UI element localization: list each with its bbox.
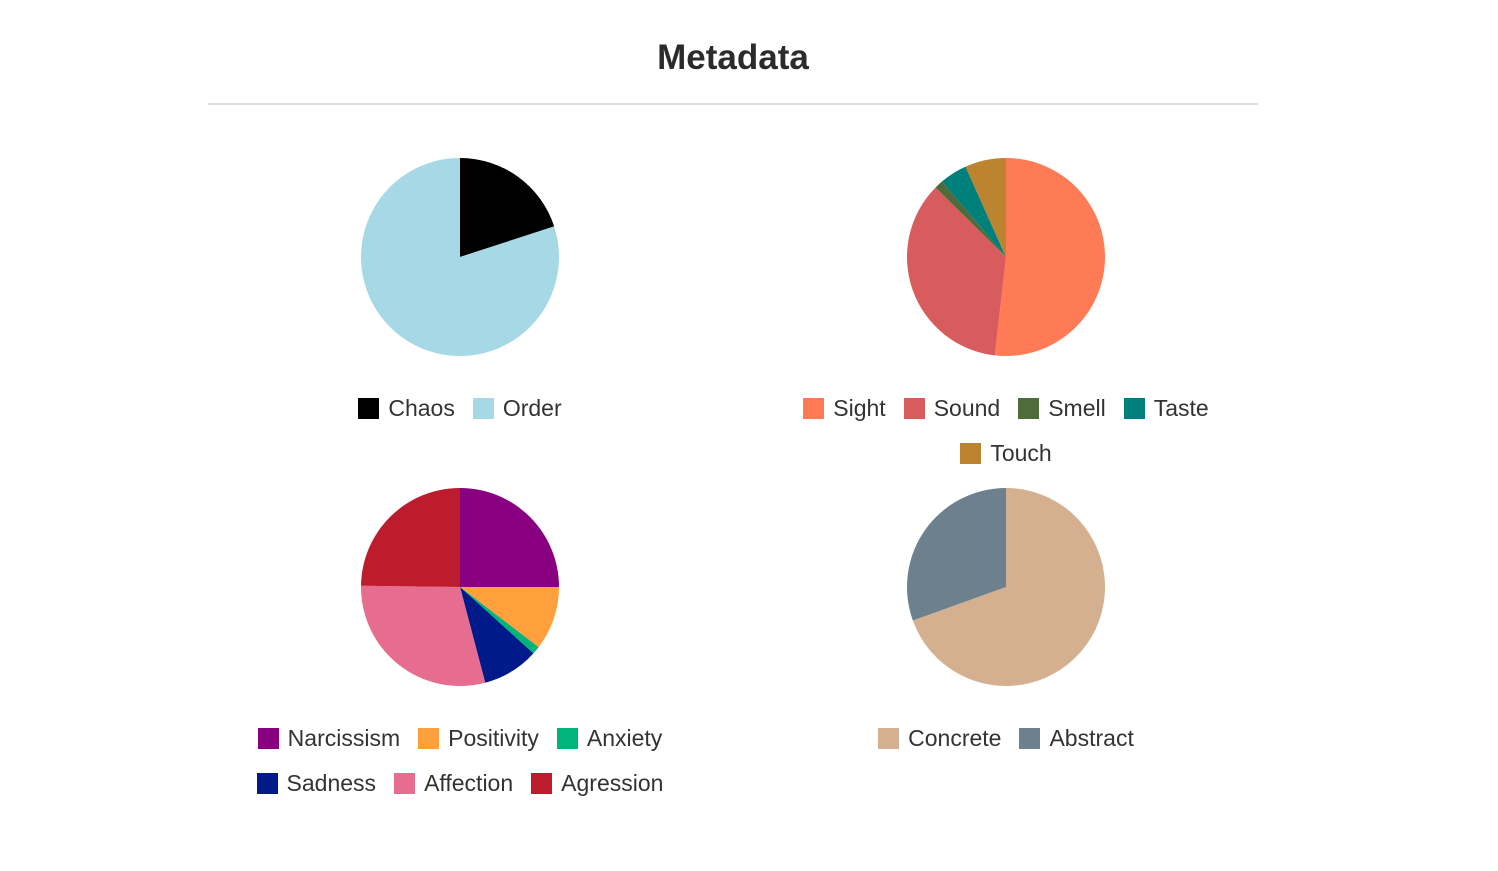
legend-label: Smell [1048,395,1106,421]
legend-label: Narcissism [287,725,401,751]
legend-item-affection[interactable]: Affection [394,768,513,799]
legend-item-concrete[interactable]: Concrete [878,723,1001,754]
concrete-abstract-chart: Concrete Abstract [733,470,1279,810]
pie-slice-abstract[interactable] [907,488,1006,621]
chart-legend: Sight Sound Smell Taste Touch [733,393,1279,469]
chart-legend: Narcissism Positivity Anxiety Sadness Affect… [187,723,733,799]
legend-label: Chaos [388,395,455,421]
legend-swatch [358,398,380,419]
pie-slice-sight[interactable] [994,158,1105,356]
pie-slice-narcissism[interactable] [460,488,559,587]
emotions-chart: Narcissism Positivity Anxiety Sadness Affect… [187,470,733,810]
legend-label: Abstract [1049,725,1134,751]
legend-label: Positivity [448,725,539,751]
pie-chart [361,158,559,356]
pie-slice-anxiety[interactable] [460,587,539,654]
legend-item-sadness[interactable]: Sadness [256,768,377,799]
legend-swatch [257,728,279,749]
legend-label: Sound [933,395,1001,421]
legend-label: Anxiety [586,725,663,751]
pie-slice-order[interactable] [361,158,559,356]
legend-swatch [531,773,553,794]
legend-swatch [472,398,494,419]
legend-item-sound[interactable]: Sound [903,393,1001,424]
title-divider [208,103,1258,105]
legend-item-chaos[interactable]: Chaos [358,393,455,424]
legend-item-narcissism[interactable]: Narcissism [257,723,401,754]
legend-item-order[interactable]: Order [472,393,562,424]
legend-label: Taste [1153,395,1209,421]
chaos-order-chart: Chaos Order [187,140,733,480]
legend-item-agression[interactable]: Agression [531,768,663,799]
legend-label: Agression [561,770,664,796]
pie-slice-sadness[interactable] [460,587,534,683]
pie-slice-concrete[interactable] [912,488,1105,686]
legend-swatch [878,728,900,749]
legend-label: Concrete [908,725,1002,751]
legend-label: Sight [833,395,886,421]
legend-item-positivity[interactable]: Positivity [418,723,539,754]
pie-slice-taste[interactable] [941,166,1006,257]
legend-item-smell[interactable]: Smell [1018,393,1106,424]
legend-item-taste[interactable]: Taste [1123,393,1209,424]
pie-slice-positivity[interactable] [460,587,559,648]
pie-slice-sound[interactable] [907,187,1006,356]
legend-swatch [256,773,278,794]
pie-slice-affection[interactable] [361,585,486,686]
legend-item-abstract[interactable]: Abstract [1019,723,1134,754]
legend-swatch [1018,398,1040,419]
legend-swatch [803,398,825,419]
pie-slice-touch[interactable] [965,158,1006,257]
page-title: Metadata [657,38,809,77]
pie-chart [907,488,1105,686]
legend-item-touch[interactable]: Touch [960,438,1052,469]
legend-swatch [394,773,416,794]
pie-chart [361,488,559,686]
pie-slice-agression[interactable] [361,488,460,587]
legend-label: Affection [424,770,514,796]
legend-item-anxiety[interactable]: Anxiety [556,723,663,754]
legend-swatch [903,398,925,419]
legend-swatch [1123,398,1145,419]
legend-label: Order [502,395,562,421]
chart-legend: Chaos Order [187,393,733,424]
pie-slice-chaos[interactable] [460,158,555,257]
pie-chart [907,158,1105,356]
legend-swatch [960,443,982,464]
senses-chart: Sight Sound Smell Taste Touch [733,140,1279,480]
legend-label: Sadness [286,770,377,796]
legend-item-sight[interactable]: Sight [803,393,886,424]
legend-swatch [1019,728,1041,749]
legend-label: Touch [990,440,1052,466]
pie-slice-smell[interactable] [935,181,1006,257]
chart-legend: Concrete Abstract [733,723,1279,754]
legend-swatch [556,728,578,749]
legend-swatch [418,728,440,749]
